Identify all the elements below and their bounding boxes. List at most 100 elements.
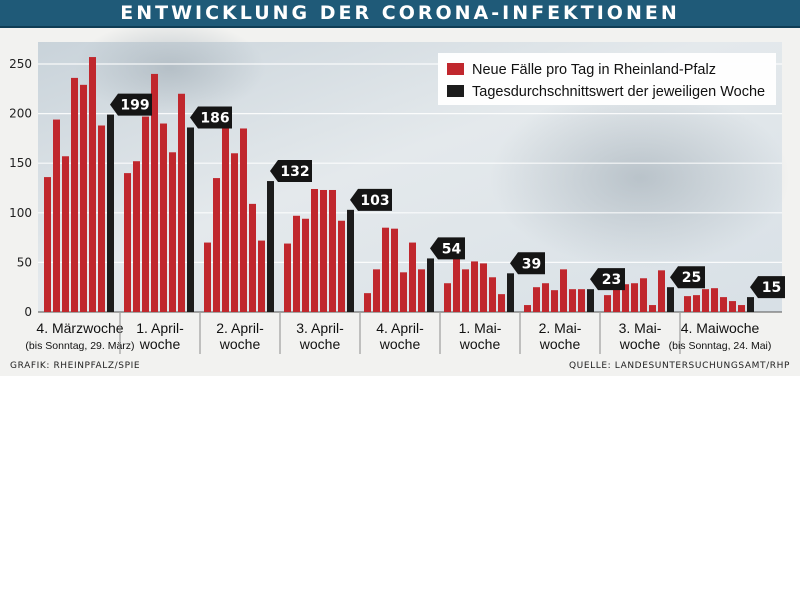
x-category-sublabel: woche xyxy=(219,336,261,352)
daily-bar xyxy=(462,269,469,312)
daily-bar xyxy=(169,152,176,312)
daily-bar xyxy=(738,305,745,312)
average-value-flag xyxy=(350,188,392,211)
x-category-label: 3. Mai- xyxy=(619,320,662,336)
daily-bar xyxy=(338,220,345,312)
source-text: QUELLE: LANDESUNTERSUCHUNGSAMT/RHP xyxy=(569,361,790,371)
y-tick-label: 100 xyxy=(9,206,32,220)
daily-bar xyxy=(284,243,291,312)
daily-bar xyxy=(453,257,460,312)
daily-bar xyxy=(524,305,531,312)
daily-bar xyxy=(569,289,576,312)
average-value-flag xyxy=(430,237,465,260)
daily-bar xyxy=(729,301,736,312)
daily-bar xyxy=(373,269,380,312)
bar-chart: 0 50 100 150 200 250 199 4. Märzwoche (bis Sonn… xyxy=(9,28,790,354)
legend-label: Tagesdurchschnittswert der jeweiligen Wo… xyxy=(472,84,765,100)
daily-bar xyxy=(551,290,558,312)
average-bar xyxy=(107,114,114,312)
daily-bar xyxy=(293,215,300,312)
x-category-sublabel: woche xyxy=(299,336,341,352)
average-value-label: 54 xyxy=(442,241,462,257)
legend-swatch xyxy=(447,85,464,97)
daily-bar xyxy=(133,161,140,312)
average-value-label: 25 xyxy=(682,270,701,286)
daily-bar xyxy=(471,261,478,312)
daily-bar xyxy=(658,270,665,312)
daily-bar xyxy=(684,296,691,312)
x-category-label: 2. Mai- xyxy=(539,320,582,336)
daily-bar xyxy=(480,263,487,312)
daily-bar xyxy=(604,295,611,312)
x-category-label: 4. Maiwoche xyxy=(681,320,760,336)
daily-bar xyxy=(160,123,167,313)
daily-bar xyxy=(178,93,185,312)
x-category-label: 3. April- xyxy=(296,320,344,336)
daily-bar xyxy=(80,84,87,312)
average-value-flag xyxy=(110,93,152,116)
daily-bar xyxy=(62,156,69,312)
daily-bar xyxy=(231,153,238,312)
daily-bar xyxy=(649,305,656,312)
x-category-label: 1. Mai- xyxy=(459,320,502,336)
average-value-flag xyxy=(590,268,625,291)
daily-bar xyxy=(213,178,220,312)
x-category-sublabel: woche xyxy=(539,336,581,352)
legend-swatch xyxy=(447,63,464,75)
average-bar xyxy=(427,258,434,312)
y-tick-label: 250 xyxy=(9,57,32,71)
daily-bar xyxy=(418,269,425,312)
daily-bar xyxy=(44,177,51,312)
average-value-flag xyxy=(190,106,232,129)
x-category-label: 4. Märzwoche xyxy=(36,320,123,336)
average-value-label: 39 xyxy=(522,256,541,272)
daily-bar xyxy=(258,240,265,312)
x-category-label: 2. April- xyxy=(216,320,264,336)
daily-bar xyxy=(489,277,496,312)
infographic: ENTWICKLUNG DER CORONA-INFEKTIONEN 0 50 10… xyxy=(0,0,800,376)
average-bar xyxy=(587,289,594,312)
daily-bar xyxy=(702,289,709,312)
daily-bar xyxy=(542,283,549,312)
credit-text: GRAFIK: RHEINPFALZ/SPIE xyxy=(10,361,141,371)
x-category-label: 1. April- xyxy=(136,320,184,336)
daily-bar xyxy=(498,294,505,312)
x-category-sublabel: woche xyxy=(379,336,421,352)
daily-bar xyxy=(302,218,309,312)
x-category-sublabel: woche xyxy=(619,336,661,352)
daily-bar xyxy=(320,189,327,312)
average-value-label: 103 xyxy=(360,193,389,209)
average-value-flag xyxy=(670,266,705,289)
average-bar xyxy=(187,127,194,312)
y-tick-label: 150 xyxy=(9,156,32,170)
daily-bar xyxy=(249,203,256,312)
daily-bar xyxy=(89,57,96,312)
average-bar xyxy=(747,297,754,312)
average-value-label: 23 xyxy=(602,272,621,288)
legend-box xyxy=(438,53,776,105)
chart-title: ENTWICKLUNG DER CORONA-INFEKTIONEN xyxy=(120,2,680,24)
x-category-sublabel: woche xyxy=(459,336,501,352)
daily-bar xyxy=(720,297,727,312)
legend-label: Neue Fälle pro Tag in Rheinland-Pfalz xyxy=(472,62,716,78)
y-tick-label: 200 xyxy=(9,107,32,121)
average-value-flag xyxy=(270,160,312,183)
x-category-sublabel: (bis Sonntag, 29. März) xyxy=(25,340,134,352)
daily-bar xyxy=(711,288,718,312)
background-blur xyxy=(490,88,790,268)
average-bar xyxy=(667,287,674,312)
average-value-flag xyxy=(510,252,545,275)
daily-bar xyxy=(400,272,407,312)
daily-bar xyxy=(631,283,638,312)
title-bar: ENTWICKLUNG DER CORONA-INFEKTIONEN xyxy=(0,0,800,28)
average-value-label: 15 xyxy=(762,280,781,296)
daily-bar xyxy=(364,293,371,312)
daily-bar xyxy=(124,173,131,312)
average-value-label: 199 xyxy=(120,98,149,114)
daily-bar xyxy=(693,295,700,312)
average-bar xyxy=(347,209,354,312)
daily-bar xyxy=(640,278,647,312)
daily-bar xyxy=(240,128,247,312)
daily-bar xyxy=(613,285,620,312)
daily-bar xyxy=(311,188,318,312)
